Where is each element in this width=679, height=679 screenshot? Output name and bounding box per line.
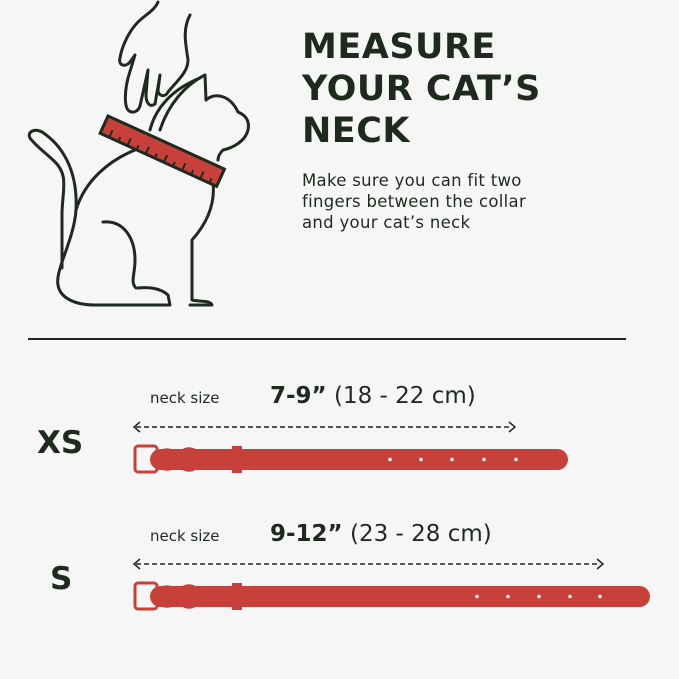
- neck-size-label: neck size: [150, 389, 220, 407]
- arrow-left-icon: [132, 558, 141, 570]
- collar-hole: [506, 594, 510, 599]
- collar-strap: [150, 449, 568, 470]
- collar-hole: [514, 457, 518, 462]
- hand-icon: [118, 0, 192, 114]
- arrow-right-icon: [508, 421, 517, 433]
- arrow-right-icon: [596, 558, 605, 570]
- subtitle-line: and your cat’s neck: [302, 213, 471, 232]
- size-range-xs: 7-9” (18 - 22 cm): [270, 383, 476, 409]
- ring-icon: [176, 447, 202, 472]
- cat-icon: [27, 73, 250, 307]
- range-cm: (23 - 28 cm): [350, 521, 492, 547]
- page-title: MEASURE YOUR CAT’S NECK: [302, 26, 662, 152]
- collar-hole: [450, 457, 454, 462]
- collar-keeper: [232, 583, 242, 610]
- measuring-tape-icon: [98, 114, 227, 189]
- collar-hole: [388, 457, 392, 462]
- collar-hole: [475, 594, 479, 599]
- ring-icon: [176, 584, 202, 609]
- collar-hole: [568, 594, 572, 599]
- title-line: YOUR CAT’S: [302, 69, 541, 109]
- range-cm: (18 - 22 cm): [333, 383, 476, 409]
- size-range-s: 9-12” (23 - 28 cm): [270, 521, 492, 547]
- collar: [132, 421, 568, 474]
- neck-size-label: neck size: [150, 527, 220, 545]
- collar-hole: [482, 457, 486, 462]
- size-label-xs: XS: [37, 425, 84, 461]
- collar: [132, 558, 650, 611]
- collar-hole: [598, 594, 602, 599]
- arrow-left-icon: [132, 421, 141, 433]
- size-label-s: S: [50, 561, 73, 597]
- subtitle-line: fingers between the collar: [302, 192, 527, 211]
- title-line: NECK: [302, 111, 411, 151]
- range-inches: 9-12”: [270, 521, 343, 547]
- collar-strap: [150, 586, 650, 607]
- title-line: MEASURE: [302, 27, 496, 67]
- range-inches: 7-9”: [270, 383, 327, 409]
- divider: [28, 338, 626, 340]
- collar-keeper: [232, 446, 242, 473]
- collar-hole: [419, 457, 423, 462]
- subtitle: Make sure you can fit two fingers betwee…: [302, 170, 602, 233]
- collar-hole: [537, 594, 541, 599]
- subtitle-line: Make sure you can fit two: [302, 171, 522, 190]
